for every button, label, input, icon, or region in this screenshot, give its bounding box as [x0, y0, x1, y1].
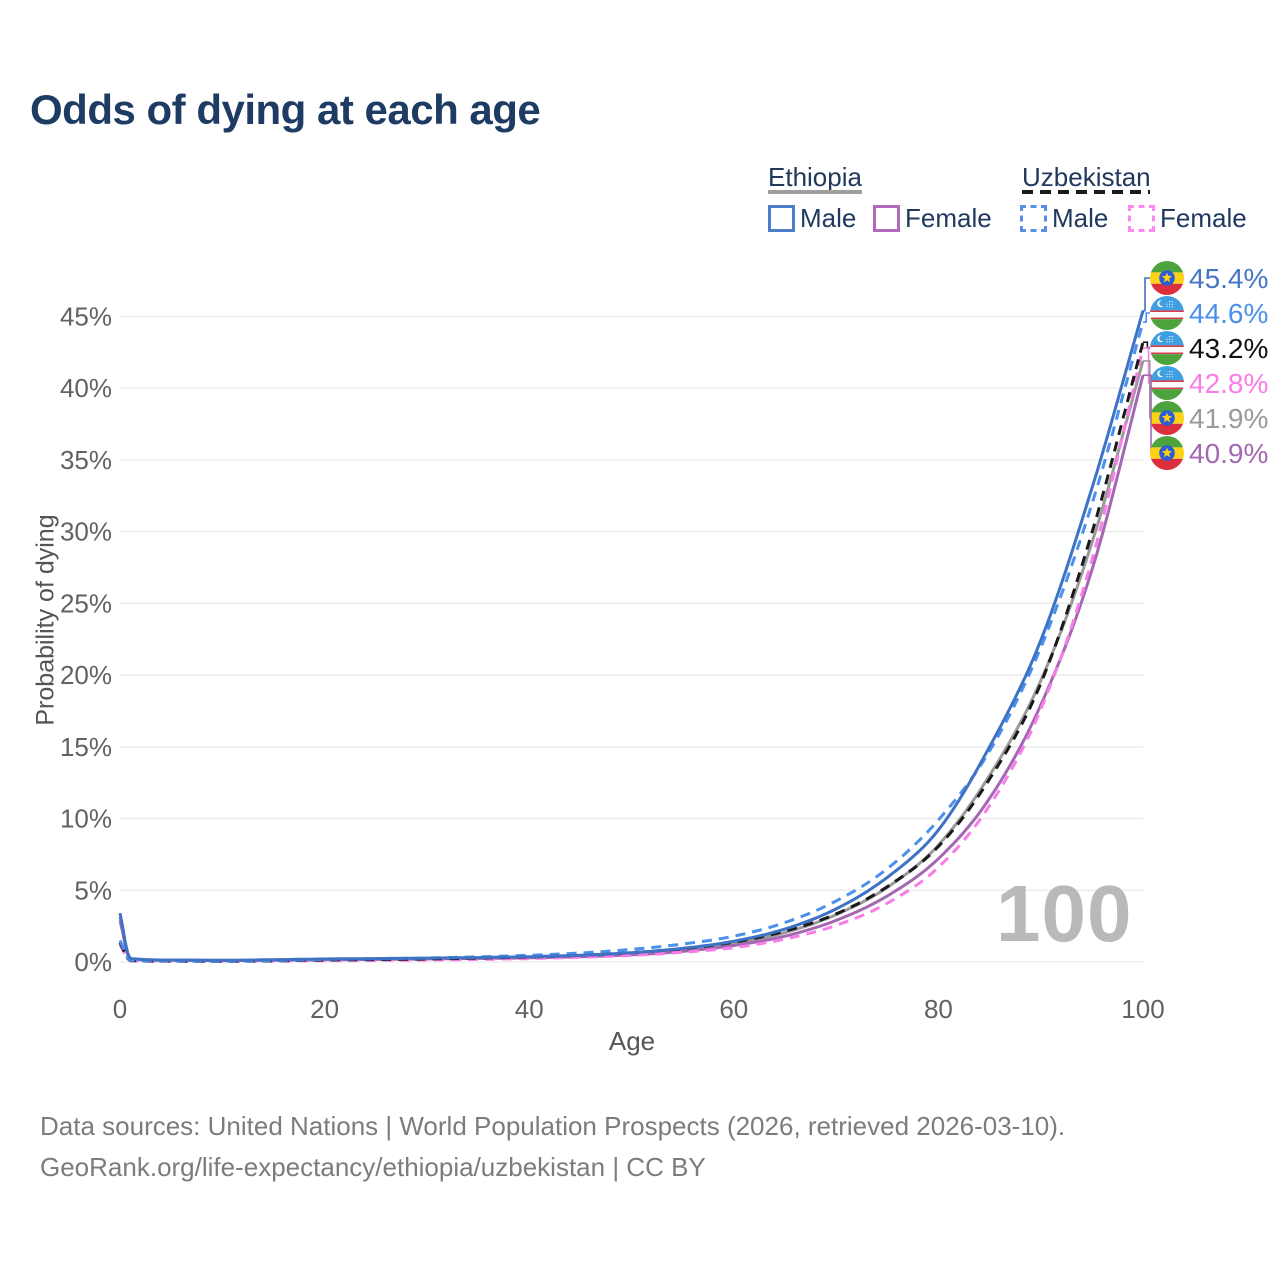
x-tick-label: 60	[719, 994, 748, 1024]
end-label-ethiopia-male: 45.4%	[1189, 263, 1268, 294]
page-title: Odds of dying at each age	[30, 86, 541, 133]
ethiopia-male-swatch-icon	[768, 205, 795, 232]
legend-item-uzbekistan-male[interactable]: Male	[1020, 203, 1108, 234]
legend-group-label-ethiopia: Ethiopia	[768, 162, 862, 192]
y-tick-label: 25%	[60, 588, 112, 618]
ethiopia-flag-icon	[1150, 401, 1184, 435]
ethiopia-flag-icon	[1150, 261, 1184, 295]
legend-item-label: Female	[905, 203, 992, 233]
ethiopia-line-swatch	[768, 190, 862, 194]
legend-item-uzbekistan-female[interactable]: Female	[1128, 203, 1247, 234]
y-tick-label: 15%	[60, 732, 112, 762]
legend-item-label: Male	[1052, 203, 1109, 233]
series-line-ethiopia-male	[118, 310, 1145, 962]
series-line-uzbekistan-female	[118, 347, 1145, 963]
uzbekistan-line-swatch	[1022, 190, 1150, 194]
end-connector-ethiopia-male	[1143, 277, 1150, 312]
x-tick-label: 20	[310, 994, 339, 1024]
y-tick-label: 10%	[60, 804, 112, 834]
end-label-uzbekistan-both: 43.2%	[1189, 333, 1268, 364]
series-line-ethiopia-female	[118, 374, 1145, 963]
y-tick-label: 45%	[60, 301, 112, 331]
y-tick-label: 0%	[74, 947, 112, 977]
end-connector-uzbekistan-female	[1143, 347, 1150, 384]
y-tick-label: 35%	[60, 445, 112, 475]
x-tick-label: 80	[924, 994, 953, 1024]
end-label-uzbekistan-male: 44.6%	[1189, 298, 1268, 329]
series-line-ethiopia-both	[118, 360, 1145, 962]
series-line-uzbekistan-both	[118, 341, 1145, 963]
attribution-line: GeoRank.org/life-expectancy/ethiopia/uzb…	[40, 1152, 706, 1182]
x-axis-label: Age	[608, 1026, 656, 1056]
legend-item-ethiopia-female[interactable]: Female	[873, 203, 992, 234]
y-tick-label: 30%	[60, 517, 112, 547]
data-source-line: Data sources: United Nations | World Pop…	[40, 1111, 1066, 1141]
x-tick-label: 40	[515, 994, 544, 1024]
end-label-ethiopia-both: 41.9%	[1189, 403, 1268, 434]
series-line-uzbekistan-male	[118, 321, 1145, 963]
end-connector-uzbekistan-both	[1143, 341, 1150, 349]
x-tick-label: 100	[1121, 994, 1164, 1024]
uzbekistan-female-swatch-icon	[1128, 205, 1155, 232]
y-tick-label: 20%	[60, 660, 112, 690]
legend-group-label-uzbekistan: Uzbekistan	[1022, 162, 1151, 192]
y-tick-label: 5%	[74, 875, 112, 905]
x-tick-label: 0	[113, 994, 127, 1024]
legend-item-label: Female	[1160, 203, 1247, 233]
legend-item-ethiopia-male[interactable]: Male	[768, 203, 856, 234]
y-tick-label: 40%	[60, 373, 112, 403]
legend-item-label: Male	[800, 203, 857, 233]
uzbekistan-flag-icon	[1150, 366, 1184, 400]
ethiopia-flag-icon	[1150, 436, 1184, 470]
end-label-ethiopia-female: 40.9%	[1189, 438, 1268, 469]
end-connector-uzbekistan-male	[1143, 312, 1150, 323]
ethiopia-female-swatch-icon	[873, 205, 900, 232]
uzbekistan-flag-icon	[1150, 296, 1184, 330]
age-counter-watermark: 100	[996, 869, 1133, 958]
uzbekistan-flag-icon	[1150, 331, 1184, 365]
end-connector-ethiopia-both	[1143, 360, 1151, 419]
end-label-uzbekistan-female: 42.8%	[1189, 368, 1268, 399]
uzbekistan-male-swatch-icon	[1020, 205, 1047, 232]
